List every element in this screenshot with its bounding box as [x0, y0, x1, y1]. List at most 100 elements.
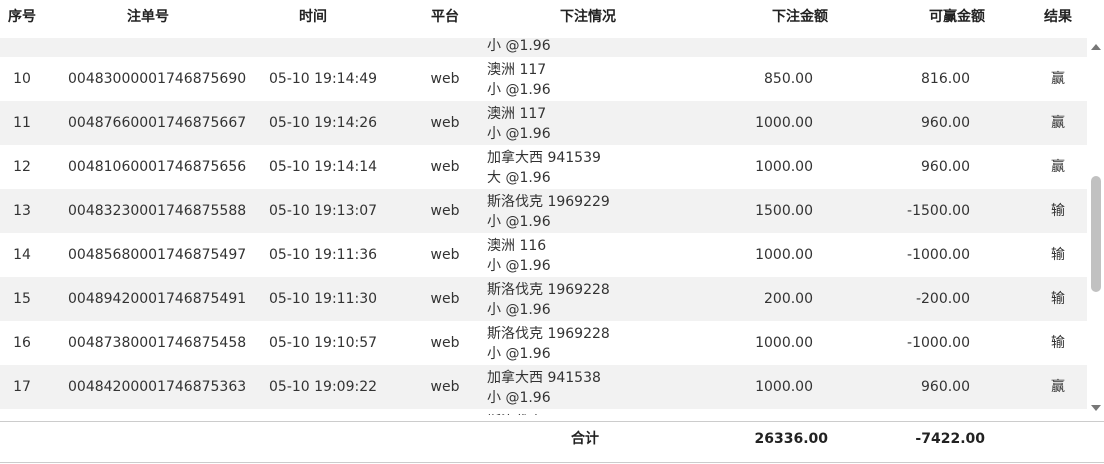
bet-time: 05-10 19:10:57	[269, 335, 378, 351]
bet-amount: 1000.00	[755, 115, 813, 131]
table-row[interactable]: 13 00483230001746875588 05-10 19:13:07 web 斯…	[0, 189, 1087, 233]
row-number: 10	[13, 71, 31, 87]
bet-detail: 小 @1.96	[487, 82, 551, 98]
total-win: -7422.00	[915, 431, 985, 447]
column-header: 可赢金额	[929, 9, 985, 25]
win-amount: 816.00	[921, 71, 970, 87]
win-amount: -1000.00	[907, 335, 970, 351]
result: 赢	[1051, 159, 1065, 175]
win-amount: 960.00	[921, 379, 970, 395]
result: 输	[1051, 335, 1065, 351]
bet-id: 00484200001746875363	[68, 379, 247, 395]
bet-amount: 1500.00	[755, 203, 813, 219]
table-row[interactable]: 15 00489420001746875491 05-10 19:11:30 web 斯…	[0, 277, 1087, 321]
bet-id: 00481060001746875656	[68, 159, 247, 175]
bet-time: 05-10 19:14:14	[269, 159, 378, 175]
bet-id: 00483230001746875588	[68, 203, 247, 219]
bet-detail: 小 @1.96	[487, 214, 551, 230]
scroll-thumb[interactable]	[1091, 176, 1101, 292]
footer-border	[0, 421, 1104, 422]
bet-detail: 小 @1.96	[487, 126, 551, 142]
bet-time: 05-10 19:14:26	[269, 115, 378, 131]
scroll-arrows[interactable]	[1090, 40, 1102, 420]
bet-id: 00485680001746875497	[68, 247, 247, 263]
row-number: 14	[13, 247, 31, 263]
column-header: 序号	[8, 9, 36, 25]
bet-amount: 200.00	[764, 291, 813, 307]
bet-time: 05-10 19:09:22	[269, 379, 378, 395]
total-label: 合计	[571, 431, 599, 447]
bet-amount: 850.00	[764, 71, 813, 87]
table-row[interactable]: 10 00483000001746875690 05-10 19:14:49 web 澳…	[0, 57, 1087, 101]
result: 赢	[1051, 71, 1065, 87]
bet-detail: 小 @1.96	[487, 346, 551, 362]
row-number: 12	[13, 159, 31, 175]
bet-detail: 澳洲 117	[487, 62, 547, 78]
platform: web	[430, 379, 460, 395]
table-row[interactable]: 小 @1.96	[0, 38, 1087, 57]
result: 赢	[1051, 379, 1065, 395]
bet-amount: 1000.00	[755, 379, 813, 395]
row-number: 16	[13, 335, 31, 351]
table-row[interactable]: 17 00484200001746875363 05-10 19:09:22 web 加…	[0, 365, 1087, 409]
bet-id: 00483000001746875690	[68, 71, 247, 87]
bet-time: 05-10 19:11:30	[269, 291, 378, 307]
bet-time: 05-10 19:13:07	[269, 203, 378, 219]
win-amount: -200.00	[915, 291, 970, 307]
bet-detail: 小 @1.96	[487, 38, 551, 54]
table-body[interactable]: 小 @1.96 10 00483000001746875690 05-10 19:14…	[0, 38, 1087, 415]
bet-detail: 斯洛伐克 1969229	[487, 194, 610, 210]
bet-detail: 小 @1.96	[487, 302, 551, 318]
bet-detail: 小 @1.96	[487, 390, 551, 406]
win-amount: 960.00	[921, 159, 970, 175]
platform: web	[430, 71, 460, 87]
platform: web	[430, 247, 460, 263]
result: 输	[1051, 203, 1065, 219]
column-header: 下注情况	[560, 9, 616, 25]
bet-amount: 1000.00	[755, 247, 813, 263]
bet-detail: 大 @1.96	[487, 170, 551, 186]
row-number: 17	[13, 379, 31, 395]
table-row[interactable]: 11 00487660001746875667 05-10 19:14:26 web 澳…	[0, 101, 1087, 145]
bet-detail: 斯洛伐克 1969227	[487, 412, 610, 415]
bet-id: 00487380001746875458	[68, 335, 247, 351]
table-row[interactable]: 16 00487380001746875458 05-10 19:10:57 web 斯…	[0, 321, 1087, 365]
result: 赢	[1051, 115, 1065, 131]
bet-time: 05-10 19:11:36	[269, 247, 378, 263]
platform: web	[430, 115, 460, 131]
bet-detail: 澳洲 116	[487, 238, 547, 254]
bet-detail: 澳洲 117	[487, 106, 547, 122]
row-number: 13	[13, 203, 31, 219]
column-header: 时间	[299, 9, 327, 25]
platform: web	[430, 159, 460, 175]
bet-detail: 加拿大西 941539	[487, 150, 601, 166]
win-amount: -1500.00	[907, 203, 970, 219]
bet-detail: 加拿大西 941538	[487, 370, 601, 386]
footer-border	[0, 462, 1104, 463]
bet-id: 00489420001746875491	[68, 291, 247, 307]
bet-detail: 斯洛伐克 1969228	[487, 282, 610, 298]
bet-id: 00487660001746875667	[68, 115, 247, 131]
bet-detail: 斯洛伐克 1969228	[487, 326, 610, 342]
win-amount: 960.00	[921, 115, 970, 131]
table-row[interactable]: 12 00481060001746875656 05-10 19:14:14 web 加…	[0, 145, 1087, 189]
column-header: 平台	[431, 9, 459, 25]
bet-amount: 1000.00	[755, 159, 813, 175]
column-header: 结果	[1044, 9, 1072, 25]
row-number: 15	[13, 291, 31, 307]
platform: web	[430, 203, 460, 219]
column-header: 下注金额	[772, 9, 828, 25]
bet-time: 05-10 19:14:49	[269, 71, 378, 87]
column-header: 注单号	[127, 9, 169, 25]
table-row[interactable]: 斯洛伐克 1969227	[0, 409, 1087, 415]
platform: web	[430, 291, 460, 307]
win-amount: -1000.00	[907, 247, 970, 263]
total-bet: 26336.00	[754, 431, 828, 447]
table-row[interactable]: 14 00485680001746875497 05-10 19:11:36 web 澳…	[0, 233, 1087, 277]
bet-amount: 1000.00	[755, 335, 813, 351]
platform: web	[430, 335, 460, 351]
result: 输	[1051, 291, 1065, 307]
row-number: 11	[13, 115, 31, 131]
result: 输	[1051, 247, 1065, 263]
